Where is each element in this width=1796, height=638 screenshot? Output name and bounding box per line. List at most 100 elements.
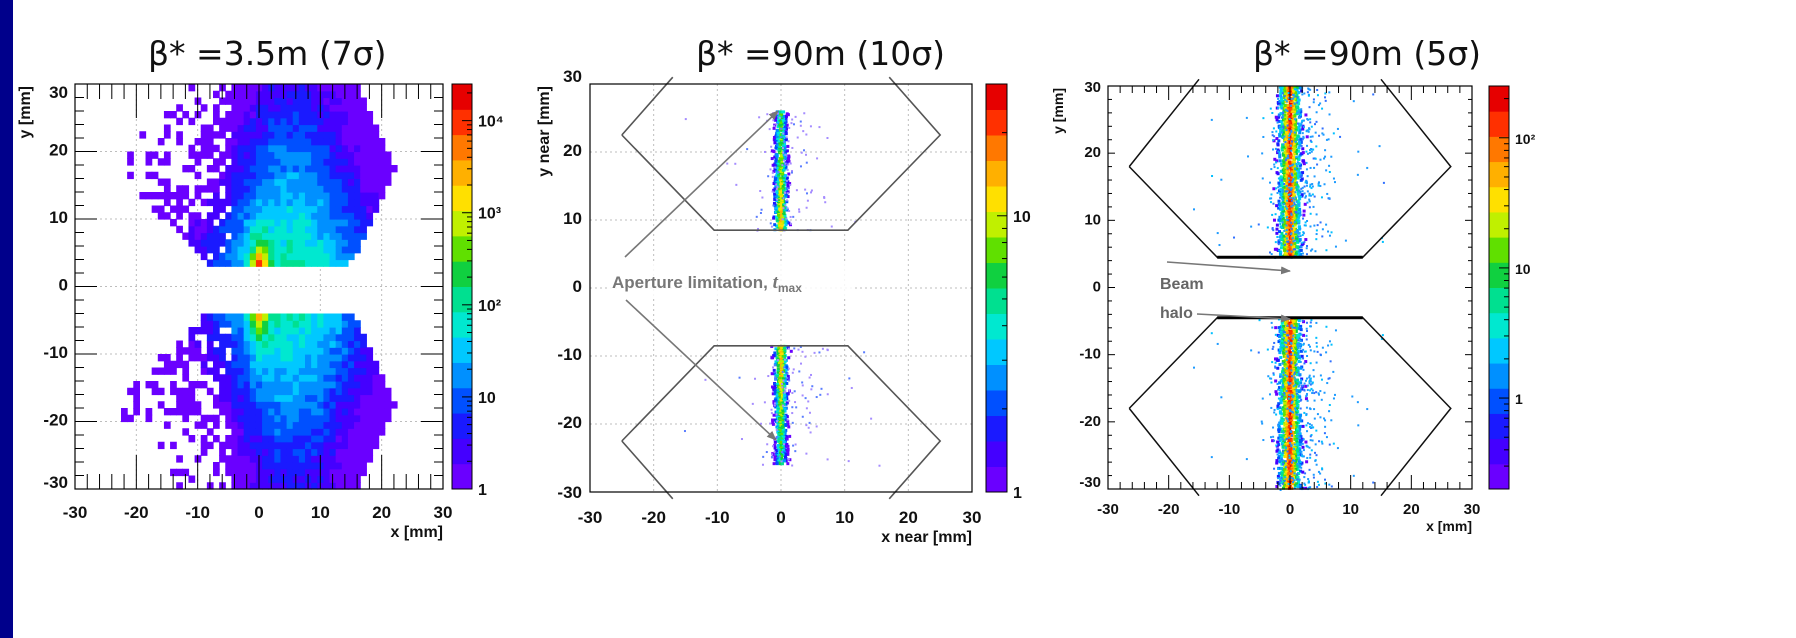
heatmap-cell	[298, 333, 306, 342]
scatter-point	[1279, 222, 1282, 225]
scatter-point	[1285, 229, 1288, 232]
heatmap-cell	[366, 185, 374, 193]
heatmap-cell	[127, 414, 134, 423]
heatmap-cell	[305, 394, 312, 402]
heatmap-cell	[347, 165, 355, 173]
heatmap-cell	[268, 354, 275, 362]
heatmap-cell	[305, 462, 312, 470]
heatmap-cell	[323, 192, 331, 200]
heatmap-cell	[366, 408, 374, 416]
heatmap-cell	[329, 327, 337, 335]
heatmap-cell	[341, 360, 349, 369]
heatmap-cell	[341, 185, 349, 193]
heatmap-cell	[1282, 130, 1286, 134]
y-tick-label: -20	[557, 413, 582, 432]
heatmap-cell	[1281, 132, 1285, 136]
colorbar-segment	[452, 261, 472, 287]
heatmap-cell	[243, 205, 251, 213]
heatmap-cell	[255, 225, 263, 234]
heatmap-cell	[782, 377, 786, 381]
heatmap-cell	[384, 414, 392, 423]
heatmap-cell	[298, 354, 306, 362]
heatmap-cell	[360, 455, 367, 463]
heatmap-cell	[323, 441, 331, 450]
scatter-point	[770, 145, 773, 148]
heatmap-cell	[335, 455, 343, 463]
heatmap-cell	[305, 455, 312, 463]
scatter-point	[1325, 249, 1328, 252]
scatter-point	[1302, 232, 1305, 235]
heatmap-cell	[219, 394, 226, 402]
heatmap-cell	[779, 400, 783, 404]
heatmap-cell	[292, 212, 300, 220]
heatmap-cell	[1288, 137, 1292, 141]
scatter-point	[1300, 195, 1303, 198]
heatmap-cell	[1277, 206, 1281, 210]
heatmap-cell	[329, 165, 337, 173]
scatter-point	[1287, 177, 1290, 180]
heatmap-cell	[225, 171, 232, 180]
scatter-point	[1382, 181, 1385, 184]
heatmap-cell	[360, 104, 367, 112]
heatmap-cell	[781, 118, 785, 122]
heatmap-cell	[231, 401, 239, 409]
heatmap-cell	[341, 408, 349, 416]
heatmap-cell	[786, 422, 790, 426]
scatter-point	[1282, 203, 1285, 206]
heatmap-cell	[286, 138, 294, 146]
heatmap-cell	[243, 192, 251, 200]
heatmap-cell	[280, 205, 288, 213]
scatter-point	[779, 127, 782, 130]
scatter-point	[792, 215, 795, 218]
scatter-point	[795, 189, 798, 192]
heatmap-cell	[298, 313, 306, 321]
heatmap-cell	[1298, 207, 1302, 211]
heatmap-cell	[225, 333, 232, 342]
scatter-point	[1304, 181, 1307, 184]
heatmap-cell	[280, 111, 288, 119]
heatmap-cell	[354, 131, 361, 139]
scatter-point	[1299, 114, 1302, 117]
heatmap-cell	[311, 374, 318, 382]
heatmap-cell	[249, 178, 257, 186]
colorbar-segment	[452, 109, 472, 136]
heatmap-cell	[286, 482, 294, 490]
heatmap-cell	[1298, 213, 1302, 217]
scatter-point	[803, 112, 806, 115]
heatmap-cell	[347, 394, 355, 402]
heatmap-cell	[243, 104, 251, 112]
heatmap-cell	[206, 313, 214, 321]
heatmap-cell	[292, 462, 300, 470]
heatmap-cell	[286, 441, 294, 450]
heatmap-cell	[347, 225, 355, 234]
heatmap-cell	[1292, 155, 1296, 159]
heatmap-cell	[1278, 328, 1282, 332]
scatter-point	[789, 222, 792, 225]
colorbar-segment	[986, 237, 1007, 263]
heatmap-cell	[249, 117, 257, 126]
heatmap-cell	[341, 327, 349, 335]
colorbar-segment	[986, 313, 1007, 340]
scatter-point	[787, 458, 790, 461]
heatmap-cell	[274, 138, 282, 146]
heatmap-cell	[323, 90, 331, 99]
heatmap-cell	[237, 192, 245, 200]
heatmap-cell	[341, 192, 349, 200]
heatmap-cell	[323, 333, 331, 342]
heatmap-cell	[298, 212, 306, 220]
scatter-point	[810, 191, 813, 194]
heatmap-cell	[781, 421, 785, 425]
scatter-point	[1277, 97, 1280, 100]
heatmap-cell	[390, 401, 398, 409]
scatter-point	[1294, 231, 1297, 234]
heatmap-cell	[213, 421, 220, 429]
heatmap-cell	[354, 205, 361, 213]
heatmap-cell	[194, 239, 202, 247]
heatmap-cell	[782, 402, 786, 406]
scatter-point	[1298, 144, 1301, 147]
heatmap-cell	[360, 381, 367, 389]
heatmap-cell	[182, 387, 190, 396]
scatter-point	[1272, 202, 1275, 205]
heatmap-cell	[1283, 342, 1287, 346]
heatmap-cell	[292, 219, 300, 227]
